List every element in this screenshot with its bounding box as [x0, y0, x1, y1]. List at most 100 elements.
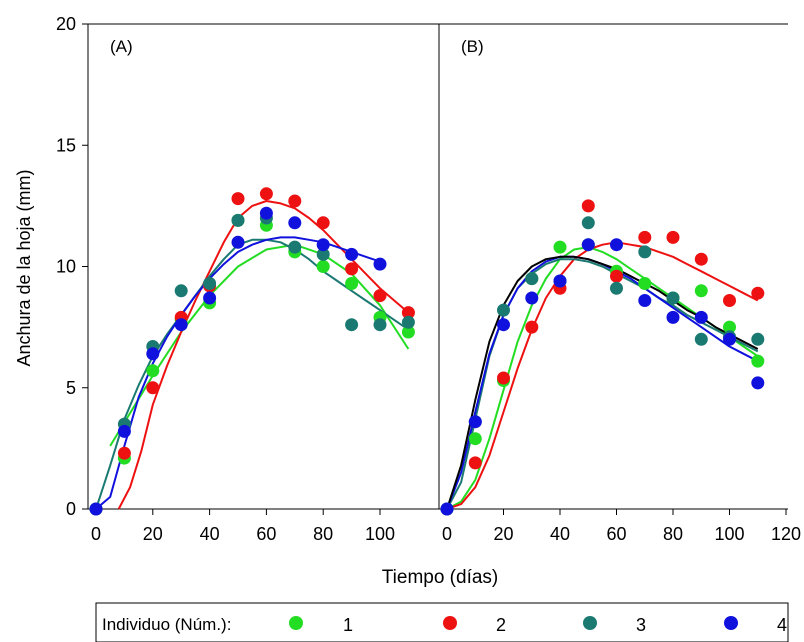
y-tick-label: 10 — [56, 257, 76, 277]
data-point-series-3 — [203, 277, 217, 290]
data-point-series-4 — [89, 502, 103, 516]
fit-curve-2 — [117, 200, 410, 510]
data-point-series-4 — [638, 294, 652, 307]
fit-curve-3 — [95, 238, 409, 510]
data-point-series-4 — [231, 235, 245, 249]
x-tick-label: 20 — [143, 524, 163, 544]
data-point-series-1 — [345, 277, 359, 290]
data-point-series-2 — [694, 252, 708, 266]
x-tick-label: 40 — [200, 524, 220, 544]
data-point-series-3 — [174, 284, 188, 298]
data-point-series-4 — [610, 238, 623, 252]
data-point-series-3 — [525, 272, 539, 286]
data-point-series-4 — [581, 238, 595, 252]
x-tick-label: 60 — [606, 524, 626, 544]
data-point-series-3 — [581, 216, 595, 230]
data-point-series-4 — [468, 415, 482, 429]
data-point-series-2 — [146, 381, 160, 395]
data-point-series-2 — [751, 286, 765, 300]
data-point-series-3 — [497, 303, 510, 317]
data-point-series-4 — [440, 502, 454, 516]
legend-marker-4 — [724, 616, 738, 630]
legend-label-3: 3 — [636, 615, 646, 635]
y-tick-label: 20 — [56, 14, 76, 34]
data-point-series-2 — [666, 230, 680, 244]
legend-marker-1 — [289, 616, 303, 630]
data-point-series-3 — [694, 332, 708, 346]
data-point-series-2 — [525, 320, 539, 334]
panel-label: (A) — [110, 37, 133, 56]
data-point-series-2 — [117, 446, 131, 460]
x-tick-label: 40 — [550, 524, 570, 544]
data-point-series-1 — [146, 364, 160, 378]
y-tick-label: 5 — [66, 378, 76, 398]
data-point-series-4 — [345, 247, 359, 261]
data-point-series-2 — [345, 262, 359, 276]
legend-label-4: 4 — [777, 615, 787, 635]
y-tick-label: 15 — [56, 135, 76, 155]
data-point-series-2 — [231, 192, 245, 206]
data-point-series-4 — [117, 424, 131, 438]
data-point-series-2 — [373, 289, 387, 303]
data-point-series-4 — [666, 310, 680, 324]
data-point-series-2 — [316, 216, 330, 230]
data-point-series-4 — [316, 238, 330, 252]
data-point-series-4 — [146, 347, 160, 361]
x-axis-label: Tiempo (días) — [382, 567, 499, 588]
data-point-series-1 — [468, 432, 482, 446]
panel-label: (B) — [461, 37, 484, 56]
x-tick-label: 120 — [771, 524, 801, 544]
data-point-series-1 — [401, 325, 415, 339]
legend-title: Individuo (Núm.): — [102, 615, 231, 634]
x-tick-label: 100 — [365, 524, 395, 544]
legend-marker-2 — [443, 616, 457, 630]
data-point-series-4 — [694, 310, 708, 324]
data-point-series-1 — [751, 354, 765, 368]
data-point-series-4 — [259, 206, 273, 220]
fit-curve-4 — [95, 236, 381, 510]
data-point-series-3 — [373, 318, 387, 332]
fit-curve-4 — [446, 255, 759, 510]
data-point-series-3 — [316, 247, 330, 261]
data-point-series-2 — [468, 456, 482, 470]
x-tick-label: 20 — [493, 524, 513, 544]
fit-curve-3 — [446, 258, 759, 510]
y-axis-label: Anchura de la hoja (mm) — [14, 169, 34, 366]
data-point-series-4 — [174, 318, 188, 332]
data-point-series-3 — [401, 315, 415, 329]
data-point-series-3 — [610, 281, 623, 295]
data-point-series-4 — [525, 291, 539, 305]
legend: Individuo (Núm.): 1 2 3 4 — [95, 602, 789, 642]
panel-b: 0 20 40 60 80 100 120 (B) — [438, 23, 801, 544]
fit-curve-1 — [109, 243, 410, 447]
data-point-series-2 — [497, 371, 510, 385]
fit-curve-2 — [446, 241, 759, 510]
legend-marker-3 — [583, 616, 597, 630]
data-point-series-2 — [259, 187, 273, 201]
data-point-series-1 — [638, 277, 652, 290]
x-tick-label: 0 — [91, 524, 101, 544]
data-point-series-4 — [751, 376, 765, 390]
y-tick-label: 0 — [66, 499, 76, 519]
fit-curve-overall — [446, 255, 759, 510]
data-point-series-4 — [723, 332, 736, 346]
data-point-series-2 — [401, 306, 415, 320]
data-point-series-2 — [288, 194, 302, 208]
x-tick-label: 60 — [256, 524, 276, 544]
data-point-series-2 — [723, 294, 736, 307]
data-point-series-4 — [288, 216, 302, 230]
data-point-series-2 — [638, 230, 652, 244]
data-point-series-3 — [345, 318, 359, 332]
data-point-series-3 — [666, 291, 680, 305]
data-point-series-4 — [373, 257, 387, 271]
data-point-series-2 — [581, 199, 595, 213]
data-point-series-3 — [231, 213, 245, 227]
x-tick-label: 80 — [313, 524, 333, 544]
fit-curve-1 — [446, 246, 759, 510]
legend-label-1: 1 — [343, 615, 353, 635]
x-tick-label: 0 — [442, 524, 452, 544]
data-point-series-3 — [751, 332, 765, 346]
data-point-series-2 — [610, 269, 623, 283]
panel-a: 0 20 40 60 80 100 0 5 10 15 20 (A) — [56, 14, 440, 544]
data-point-series-1 — [723, 320, 736, 334]
